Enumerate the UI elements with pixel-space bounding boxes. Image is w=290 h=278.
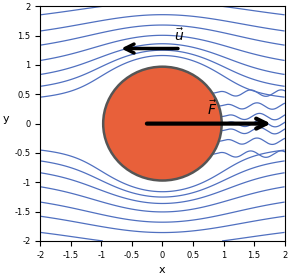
Text: $\vec{u}$: $\vec{u}$ xyxy=(174,28,185,44)
X-axis label: x: x xyxy=(159,265,166,275)
Y-axis label: y: y xyxy=(3,114,9,124)
Text: $\vec{F}$: $\vec{F}$ xyxy=(207,99,218,118)
Circle shape xyxy=(103,67,222,180)
